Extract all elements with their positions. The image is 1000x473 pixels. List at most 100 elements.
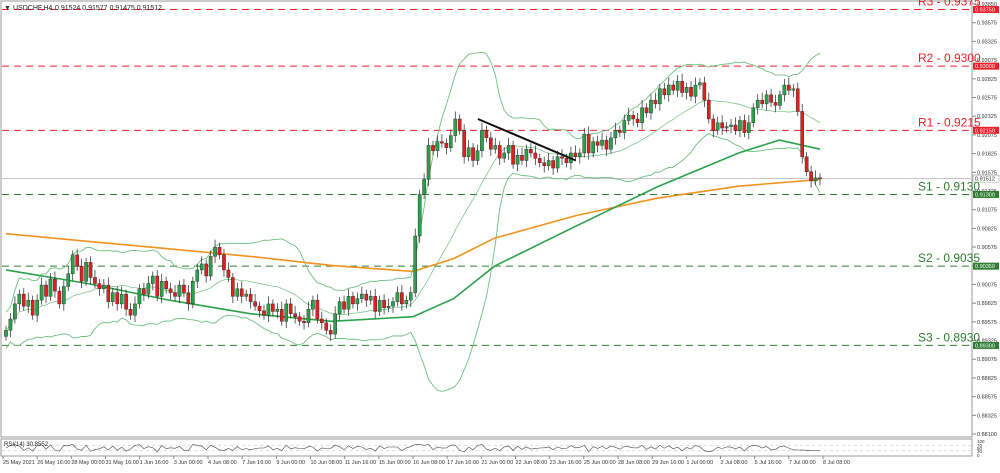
candle-body bbox=[769, 94, 773, 103]
candle-body bbox=[417, 194, 422, 237]
candle-body bbox=[386, 305, 391, 308]
candle-body bbox=[297, 316, 302, 322]
candle-body bbox=[720, 122, 724, 129]
current-price-tag bbox=[972, 174, 1000, 183]
candle-body bbox=[39, 284, 44, 301]
candle-body bbox=[573, 152, 578, 157]
candle-body bbox=[253, 301, 257, 307]
x-tick-label: 17 Jun 16:00 bbox=[447, 460, 479, 466]
candle-body bbox=[555, 156, 560, 169]
candle-body bbox=[804, 156, 809, 173]
candle-body bbox=[150, 275, 155, 284]
candle-body bbox=[449, 135, 453, 148]
candle-body bbox=[662, 88, 667, 96]
candle-body bbox=[791, 88, 796, 91]
y-tick-label: 0.91575 bbox=[977, 170, 997, 176]
candle-body bbox=[57, 290, 62, 305]
candle-body bbox=[337, 301, 342, 314]
rsi-plot-frame bbox=[0, 438, 973, 457]
candle-body bbox=[106, 284, 111, 302]
candle-body bbox=[257, 305, 262, 311]
y-tick-label: 0.89325 bbox=[977, 339, 997, 345]
x-tick-label: 11 Jun 16:00 bbox=[345, 460, 376, 466]
x-tick-label: 1 Jun 16:00 bbox=[140, 460, 169, 466]
y-tick-label: 0.89075 bbox=[977, 357, 997, 363]
level-axis-tag bbox=[973, 262, 999, 270]
candle-body bbox=[631, 115, 635, 120]
candle-body bbox=[110, 292, 115, 302]
candle-body bbox=[320, 318, 324, 323]
candle-body bbox=[755, 99, 760, 108]
candle-body bbox=[177, 284, 182, 297]
candle-body bbox=[618, 130, 622, 133]
current-price-tag-text: 0.91512 bbox=[975, 177, 995, 183]
level-label-s3: S3 - 0.8930 bbox=[918, 330, 980, 344]
candle-body bbox=[342, 301, 346, 310]
candle-body bbox=[48, 278, 53, 297]
x-tick-label: 4 Jun 08:00 bbox=[208, 460, 237, 466]
candle-body bbox=[262, 310, 266, 316]
level-axis-tag-text: 0.92150 bbox=[975, 128, 995, 134]
trendline[interactable] bbox=[477, 118, 577, 162]
candle-body bbox=[373, 296, 377, 312]
candle-body bbox=[546, 160, 551, 166]
candle-body bbox=[306, 308, 311, 323]
candle-body bbox=[604, 139, 609, 150]
candle-body bbox=[66, 273, 71, 287]
x-tick-label: 7 Jun 16:00 bbox=[242, 460, 271, 466]
candle-body bbox=[44, 284, 48, 297]
candle-body bbox=[626, 115, 631, 121]
x-tick-label: 31 May 16:00 bbox=[106, 460, 139, 466]
candle-body bbox=[360, 293, 364, 299]
y-tick-label: 0.90825 bbox=[977, 226, 997, 232]
x-tick-label: 9 Jun 00:00 bbox=[276, 460, 305, 466]
y-tick-label: 0.90075 bbox=[977, 282, 997, 288]
candle-body bbox=[466, 147, 471, 157]
x-tick-label: 7 Jul 00:00 bbox=[789, 460, 816, 466]
candle-body bbox=[782, 84, 787, 96]
candle-body bbox=[453, 118, 458, 136]
candle-body bbox=[266, 303, 271, 316]
candle-body bbox=[666, 84, 671, 96]
candle-body bbox=[729, 124, 733, 127]
candle-body bbox=[778, 94, 782, 106]
x-tick-label: 2 Jul 08:00 bbox=[721, 460, 748, 466]
candle-body bbox=[137, 288, 142, 305]
x-tick-label: 22 Jun 08:00 bbox=[516, 460, 548, 466]
candle-body bbox=[13, 303, 17, 320]
candle-body bbox=[391, 301, 395, 307]
candle-body bbox=[529, 148, 533, 154]
candle-body bbox=[698, 82, 702, 86]
x-tick-label: 26 May 16:00 bbox=[37, 460, 70, 466]
candle-body bbox=[515, 155, 520, 165]
symbol-label: USDCHF,H4 bbox=[13, 5, 52, 12]
candle-body bbox=[640, 107, 644, 123]
candle-body bbox=[502, 152, 506, 159]
candle-body bbox=[444, 142, 449, 148]
candle-body bbox=[222, 254, 226, 271]
candle-body bbox=[524, 148, 529, 161]
level-axis-tag-text: 0.93000 bbox=[975, 64, 995, 70]
y-tick-label: 0.93325 bbox=[977, 39, 997, 45]
candle-body bbox=[382, 299, 386, 308]
bollinger-middle bbox=[5, 99, 821, 331]
candle-body bbox=[217, 247, 222, 256]
collapse-arrow-icon[interactable]: ▼ bbox=[4, 5, 11, 12]
candle-body bbox=[658, 88, 662, 105]
y-tick-label: 0.92325 bbox=[977, 114, 997, 120]
candle-body bbox=[462, 130, 466, 157]
rsi-line bbox=[5, 444, 821, 453]
candle-body bbox=[191, 281, 195, 305]
candle-body bbox=[346, 296, 351, 310]
x-tick-label: 8 Jul 08:00 bbox=[823, 460, 850, 466]
level-axis-tag-text: 0.91300 bbox=[975, 192, 995, 198]
candle-body bbox=[311, 299, 315, 310]
candle-body bbox=[142, 288, 146, 295]
y-tick-label: 0.89575 bbox=[977, 320, 997, 326]
candle-body bbox=[511, 145, 515, 165]
candle-body bbox=[128, 308, 133, 316]
x-tick-label: 10 Jun 08:00 bbox=[311, 460, 343, 466]
candle-body bbox=[706, 99, 711, 120]
candle-body bbox=[480, 130, 484, 151]
